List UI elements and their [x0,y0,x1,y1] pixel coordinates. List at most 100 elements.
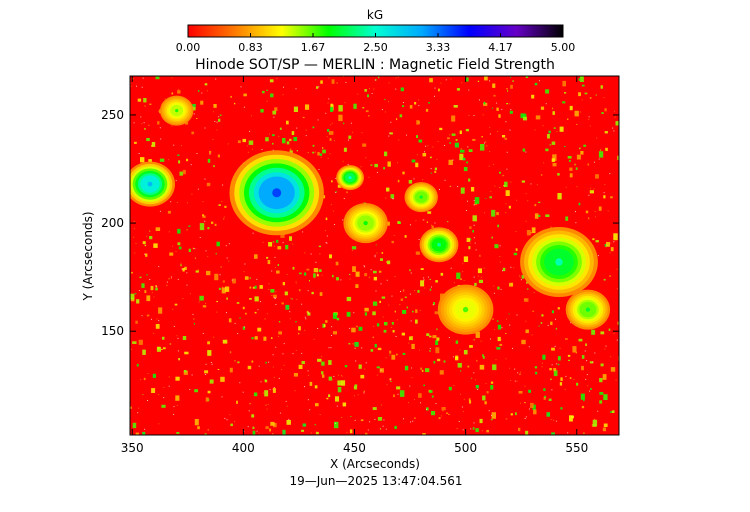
fleck [553,370,558,377]
noise-dot [268,289,270,290]
noise-dot [282,353,284,355]
noise-dot [616,268,618,270]
fleck [435,347,440,354]
fleck [468,178,471,182]
noise-dot [461,406,463,408]
fleck [354,342,359,347]
noise-dot [272,149,274,151]
noise-dot [355,360,357,362]
fleck [411,159,416,163]
fleck [196,118,198,119]
noise-dot [244,263,246,265]
fleck [479,364,485,370]
noise-dot [201,92,203,94]
noise-dot [332,210,334,212]
fleck [431,225,434,229]
fleck [209,150,212,154]
fleck [206,270,211,276]
noise-dot [395,336,397,337]
noise-dot [616,288,618,290]
noise-dot [570,322,572,324]
fleck [479,418,483,424]
noise-dot [556,363,558,365]
fleck [416,120,420,125]
fleck [459,153,464,161]
fleck [531,94,535,99]
noise-dot [449,134,451,136]
noise-dot [427,145,429,147]
fleck [551,432,555,435]
fleck [599,392,604,395]
fleck [229,367,233,373]
fleck [378,270,382,273]
fleck [569,415,573,422]
noise-dot [479,99,480,101]
fleck [435,340,439,345]
fleck [581,355,585,359]
fleck [484,76,488,81]
noise-dot [613,332,615,334]
noise-dot [176,202,178,203]
fleck [169,343,172,345]
fleck [550,378,552,381]
fleck [356,326,358,328]
fleck [269,79,274,83]
fleck [381,296,386,299]
fleck [353,103,357,109]
fleck [135,432,139,435]
fleck [449,142,451,144]
noise-dot [132,342,134,344]
noise-dot [190,164,192,166]
noise-dot [376,171,378,173]
fleck [467,365,470,368]
fleck [485,145,488,147]
noise-dot [392,198,394,200]
fleck [420,280,425,287]
noise-dot [318,86,320,88]
fleck [384,151,388,157]
fleck [429,288,432,291]
colorbar-tick-label: 5.00 [551,41,576,54]
fleck [286,420,291,425]
noise-dot [473,237,475,239]
noise-dot [374,256,376,258]
fleck [325,217,328,221]
fleck [592,419,598,427]
noise-dot [304,386,305,388]
fleck [595,240,599,243]
fleck [186,158,189,162]
noise-dot [211,363,213,365]
fleck [392,330,395,333]
noise-dot [163,397,165,399]
noise-dot [196,153,198,154]
fleck [328,376,332,381]
fleck [580,76,584,82]
noise-dot [481,430,483,432]
fleck [348,343,351,345]
noise-dot [413,178,415,180]
noise-dot [375,290,377,292]
fleck [524,402,526,404]
noise-dot [473,200,475,202]
fleck [332,312,338,319]
fleck [302,423,307,427]
fleck [472,138,476,141]
plot-frame [129,75,620,436]
noise-dot [252,232,254,234]
fleck [430,172,432,174]
fleck [483,102,488,106]
noise-dot [555,420,557,422]
noise-dot [494,185,496,187]
fleck [569,173,573,178]
noise-dot [173,144,175,146]
noise-dot [516,199,518,201]
fleck [540,106,545,110]
noise-dot [181,268,183,270]
noise-dot [352,131,354,133]
noise-dot [462,429,464,431]
fleck [349,429,353,434]
fleck [383,167,385,170]
noise-dot [137,412,139,414]
fleck [615,121,619,126]
